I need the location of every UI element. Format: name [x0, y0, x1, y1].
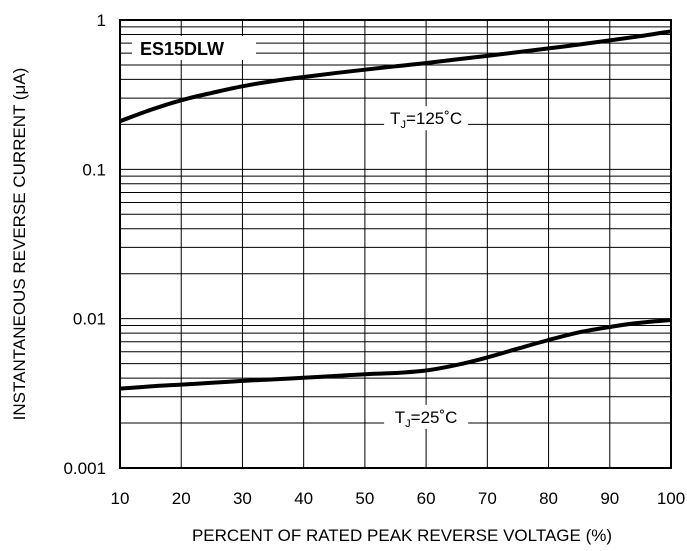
y-tick-labels: 1 0.1 0.01 0.001: [63, 11, 106, 478]
series-line: [119, 29, 672, 124]
part-number-box: ES15DLW: [132, 36, 256, 60]
x-tick-label: 80: [539, 489, 558, 508]
y-tick-label: 1: [97, 11, 106, 30]
x-tick-label: 10: [111, 489, 130, 508]
y-tick-label: 0.01: [73, 310, 106, 329]
y-tick-label: 0.1: [82, 160, 106, 179]
series-label: TJ=125˚C: [390, 109, 462, 131]
plot-frame: [119, 19, 672, 469]
x-tick-label: 90: [600, 489, 619, 508]
series-label-bg: [384, 404, 469, 429]
x-tick-label: 50: [355, 489, 374, 508]
series-lines: [119, 29, 672, 391]
y-axis-title: INSTANTANEOUS REVERSE CURRENT (μA): [10, 68, 29, 421]
series-labels: TJ=125˚C TJ=25˚C: [384, 106, 469, 430]
part-number-label: ES15DLW: [140, 39, 224, 59]
x-axis-title: PERCENT OF RATED PEAK REVERSE VOLTAGE (%…: [192, 526, 612, 545]
x-tick-label: 100: [657, 489, 685, 508]
y-tick-label: 0.001: [63, 459, 106, 478]
x-tick-label: 60: [417, 489, 436, 508]
x-tick-label: 30: [233, 489, 252, 508]
x-tick-label: 20: [172, 489, 191, 508]
x-tick-label: 70: [478, 489, 497, 508]
series-line: [119, 318, 672, 391]
x-tick-label: 40: [294, 489, 313, 508]
series-label: TJ=25˚C: [395, 408, 458, 430]
series-label-bg: [384, 106, 469, 131]
grid: [120, 20, 671, 468]
x-tick-labels: 10 20 30 40 50 60 70 80 90 100: [111, 489, 686, 508]
